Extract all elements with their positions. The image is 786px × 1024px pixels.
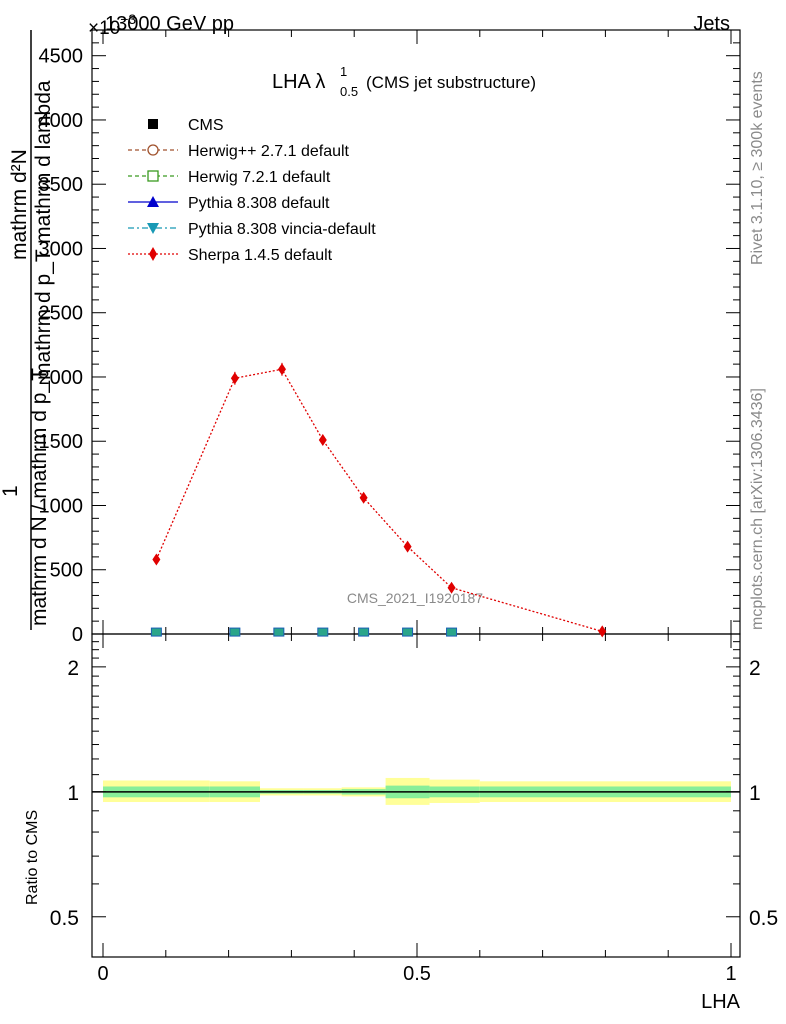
- title-subscript: 0.5: [340, 84, 358, 99]
- y-tick-label: 0: [72, 624, 83, 646]
- ylabel-numerator: mathrm d²N: [8, 149, 31, 260]
- y-tick-label: 3500: [39, 174, 84, 196]
- upper-ylabel: mathrm d²N mathrm d p_T mathrm d lambda …: [0, 30, 55, 630]
- legend-label: Pythia 8.308 vincia-default: [188, 221, 376, 238]
- ylabel-one: 1: [0, 485, 22, 497]
- ratio-y-tick-label-left: 1: [67, 782, 79, 805]
- upper-ticks: 0 500 1000 1500 2000 2500 3000 3500 4000 4500: [39, 29, 740, 646]
- y-tick-label: 500: [50, 560, 83, 582]
- y-tick-label: 2500: [39, 303, 84, 325]
- title-superscript: 1: [340, 64, 347, 79]
- legend-label: CMS: [188, 117, 224, 134]
- sherpa-point: [318, 433, 327, 446]
- cms-data-point: [229, 627, 241, 637]
- sherpa-line: [155, 368, 603, 633]
- cms-data-point: [150, 627, 162, 637]
- cms-data-point: [317, 627, 329, 637]
- legend-marker-triangle-down: [147, 223, 159, 234]
- ratio-ticks: 0.5 0.5 1 1 2 2 0 0.5 1: [50, 634, 778, 985]
- header-process: Jets: [693, 13, 730, 35]
- cms-data-point: [402, 627, 414, 637]
- series-layer: [150, 362, 607, 638]
- x-tick-label: 1: [725, 963, 736, 985]
- ratio-y-tick-label-left: 0.5: [50, 907, 79, 930]
- ratio-frame: [91, 633, 741, 958]
- legend-label: Herwig 7.2.1 default: [188, 169, 331, 186]
- ylabel-denominator: mathrm d p_T mathrm d lambda: [32, 80, 55, 380]
- rivet-label: Rivet 3.1.10, ≥ 300k events: [749, 71, 766, 265]
- legend-marker-diamond: [149, 247, 157, 261]
- ylabel-normalisation: mathrm d N / mathrm d p_T: [28, 368, 51, 626]
- y-tick-label: 3000: [39, 238, 84, 260]
- y-tick-label: 4500: [39, 46, 84, 68]
- legend: CMS Herwig++ 2.7.1 default Herwig 7.2.1 de…: [128, 117, 376, 264]
- sherpa-point: [359, 491, 368, 504]
- sherpa-point: [447, 581, 456, 594]
- sherpa-point: [230, 372, 239, 385]
- title-suffix: (CMS jet substructure): [366, 73, 536, 92]
- x-tick-label: 0: [97, 963, 108, 985]
- sherpa-point: [277, 363, 286, 376]
- x-axis-label: LHA: [701, 991, 741, 1013]
- sherpa-point: [598, 625, 607, 638]
- chart-title: LHA λ 1 0.5 (CMS jet substructure): [272, 64, 536, 99]
- cms-data-point: [358, 627, 370, 637]
- ratio-y-tick-label-right: 1: [749, 782, 761, 805]
- legend-label: Herwig++ 2.7.1 default: [188, 143, 350, 160]
- legend-marker-triangle-up: [147, 196, 159, 207]
- sherpa-point: [403, 540, 412, 553]
- cms-data-point: [446, 627, 458, 637]
- ratio-y-tick-label-left: 2: [67, 657, 79, 680]
- x-tick-label: 0.5: [403, 963, 431, 985]
- legend-label: Sherpa 1.4.5 default: [188, 247, 333, 264]
- cms-data-point: [273, 627, 285, 637]
- sherpa-point: [152, 553, 161, 566]
- y-tick-label: 2000: [39, 367, 84, 389]
- mcplots-label: mcplots.cern.ch [arXiv:1306.3436]: [749, 388, 766, 630]
- legend-marker-open-square: [147, 170, 159, 182]
- ratio-bands: [92, 777, 740, 805]
- ratio-y-tick-label-right: 2: [749, 657, 761, 680]
- legend-marker-circle: [147, 144, 159, 156]
- legend-marker-square: [148, 119, 158, 129]
- y-tick-label: 4000: [39, 110, 84, 132]
- title-main: LHA λ: [272, 71, 325, 93]
- y-tick-label: 1000: [39, 495, 84, 517]
- ratio-y-tick-label-right: 0.5: [749, 907, 778, 930]
- ratio-ylabel: Ratio to CMS: [24, 810, 41, 905]
- exponent-label: ×10−3: [88, 11, 136, 39]
- analysis-watermark: CMS_2021_I1920187: [347, 590, 483, 606]
- legend-label: Pythia 8.308 default: [188, 195, 330, 212]
- y-tick-label: 1500: [39, 431, 84, 453]
- ratio-panel-frame: [91, 633, 741, 958]
